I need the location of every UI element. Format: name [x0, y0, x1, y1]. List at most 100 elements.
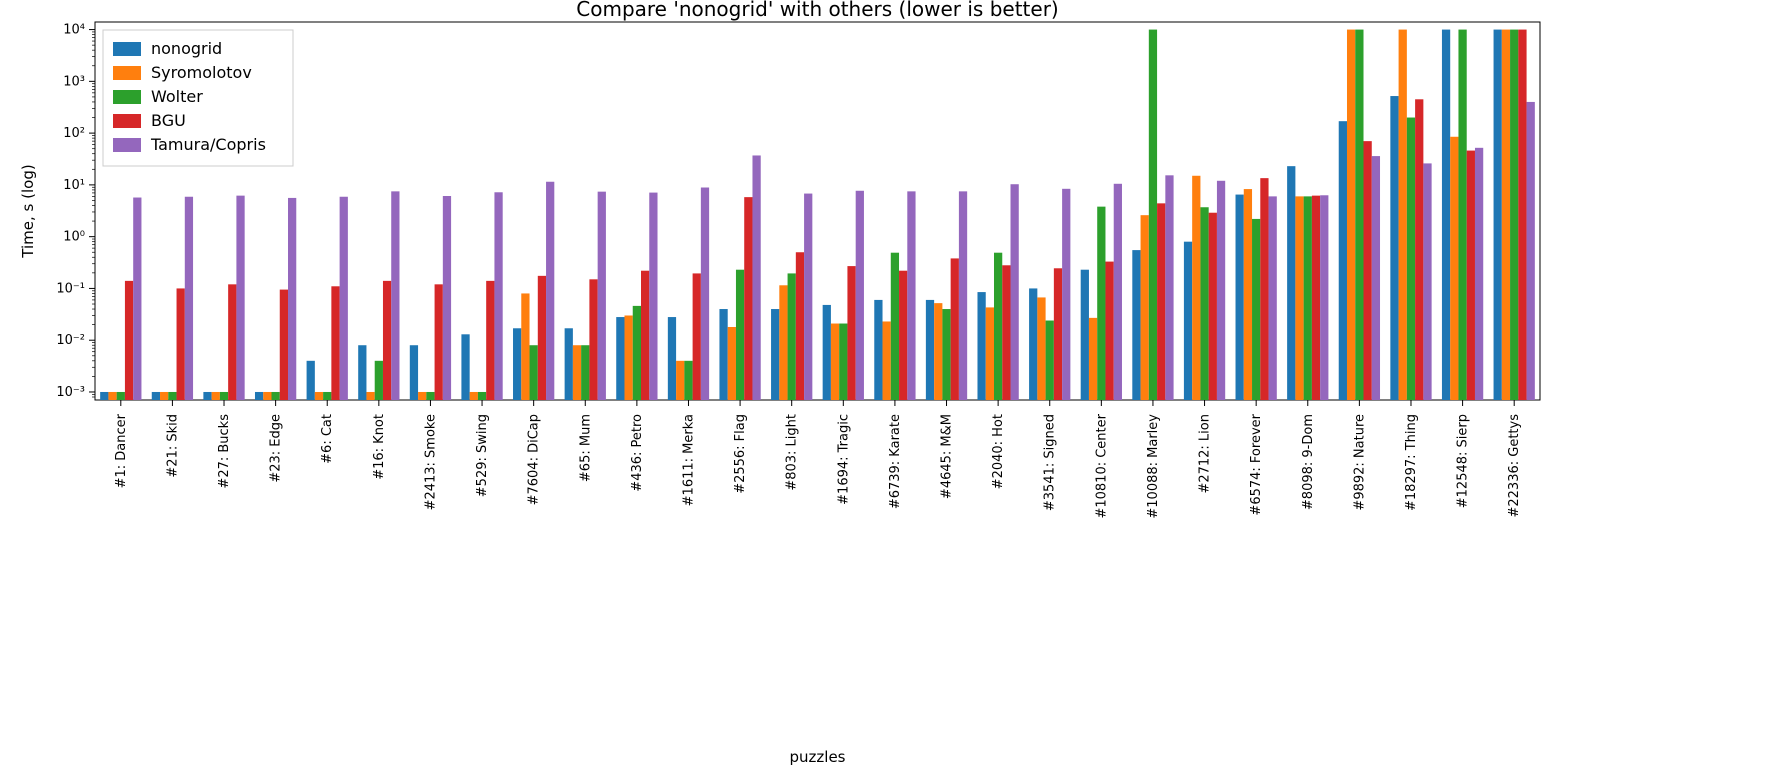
bar: [358, 345, 366, 400]
bar: [788, 273, 796, 400]
bar: [513, 328, 521, 400]
bar: [804, 194, 812, 400]
xtick-label: #1: Dancer: [114, 413, 129, 488]
bar: [565, 328, 573, 400]
xtick-label: #10088: Marley: [1146, 414, 1161, 519]
legend-swatch: [113, 66, 141, 80]
bar: [573, 345, 581, 400]
ytick-label: 10²: [63, 126, 85, 141]
bar: [693, 273, 701, 400]
bar: [1200, 207, 1208, 400]
bar: [1097, 207, 1105, 400]
bar: [986, 307, 994, 400]
xtick-label: #9892: Nature: [1352, 414, 1367, 511]
bar: [847, 266, 855, 400]
bar: [1157, 203, 1165, 400]
ytick-label: 10³: [63, 74, 85, 89]
bar: [728, 327, 736, 400]
bar: [478, 392, 486, 400]
legend-swatch: [113, 90, 141, 104]
ytick-label: 10⁻²: [56, 333, 85, 348]
bar: [100, 392, 108, 400]
xtick-label: #6574: Forever: [1249, 413, 1264, 515]
bar: [418, 392, 426, 400]
bars-group: [100, 30, 1535, 400]
xtick-label: #8098: 9-Dom: [1301, 414, 1316, 510]
xtick-label: #2040: Hot: [991, 414, 1006, 489]
xtick-label: #2712: Lion: [1198, 414, 1213, 494]
bar: [152, 392, 160, 400]
bar: [1149, 30, 1157, 400]
bar: [461, 334, 469, 400]
bar: [1450, 137, 1458, 400]
bar: [435, 284, 443, 400]
bar: [117, 392, 125, 400]
bar: [133, 198, 141, 400]
xtick-label: #2556: Flag: [733, 414, 748, 494]
ytick-label: 10⁻¹: [56, 281, 85, 296]
xtick-label: #3541: Signed: [1043, 414, 1058, 511]
bar: [383, 281, 391, 400]
bar: [410, 345, 418, 400]
bar: [598, 192, 606, 400]
legend-swatch: [113, 138, 141, 152]
xtick-label: #529: Swing: [475, 414, 490, 497]
xtick-label: #7604: DiCap: [527, 414, 542, 505]
bar: [1502, 30, 1510, 400]
bar: [649, 193, 657, 400]
legend-label: BGU: [151, 111, 186, 130]
bar: [168, 392, 176, 400]
ytick-label: 10¹: [63, 178, 85, 193]
bar: [1312, 196, 1320, 400]
xtick-label: #436: Petro: [630, 414, 645, 492]
bar: [856, 191, 864, 400]
bar: [1399, 30, 1407, 400]
bar: [1494, 30, 1502, 400]
bar: [796, 252, 804, 400]
bar: [676, 361, 684, 400]
legend-swatch: [113, 114, 141, 128]
bar: [521, 293, 529, 400]
bar: [263, 392, 271, 400]
bar: [1355, 30, 1363, 400]
bar: [839, 324, 847, 400]
legend-label: nonogrid: [151, 39, 222, 58]
bar: [874, 300, 882, 400]
bar: [331, 286, 339, 400]
bar: [1209, 213, 1217, 400]
legend-label: Wolter: [151, 87, 203, 106]
legend: nonogridSyromolotovWolterBGUTamura/Copri…: [103, 30, 293, 166]
bar: [160, 392, 168, 400]
bar: [1217, 181, 1225, 400]
bar: [641, 271, 649, 400]
legend-swatch: [113, 42, 141, 56]
bar: [443, 196, 451, 400]
bar: [701, 188, 709, 400]
legend-label: Tamura/Copris: [150, 135, 266, 154]
bar: [1364, 141, 1372, 400]
bar: [177, 288, 185, 400]
bar: [1269, 196, 1277, 400]
bar: [624, 316, 632, 400]
bar: [1054, 268, 1062, 400]
bar: [108, 392, 116, 400]
bar: [668, 317, 676, 400]
bar: [891, 253, 899, 400]
bar: [323, 392, 331, 400]
xtick-label: #65: Mum: [578, 414, 593, 482]
xtick-label: #1611: Merka: [681, 414, 696, 506]
bar: [288, 198, 296, 400]
bar: [1011, 184, 1019, 400]
xtick-label: #2413: Smoke: [423, 414, 438, 510]
bar: [1295, 196, 1303, 400]
bar: [823, 305, 831, 400]
bar: [744, 197, 752, 400]
bar: [736, 270, 744, 400]
bar: [203, 392, 211, 400]
bar: [934, 303, 942, 400]
bar: [307, 361, 315, 400]
x-axis-label: puzzles: [790, 748, 846, 766]
bar: [994, 253, 1002, 400]
bar: [1081, 270, 1089, 400]
ytick-label: 10⁰: [63, 230, 85, 245]
